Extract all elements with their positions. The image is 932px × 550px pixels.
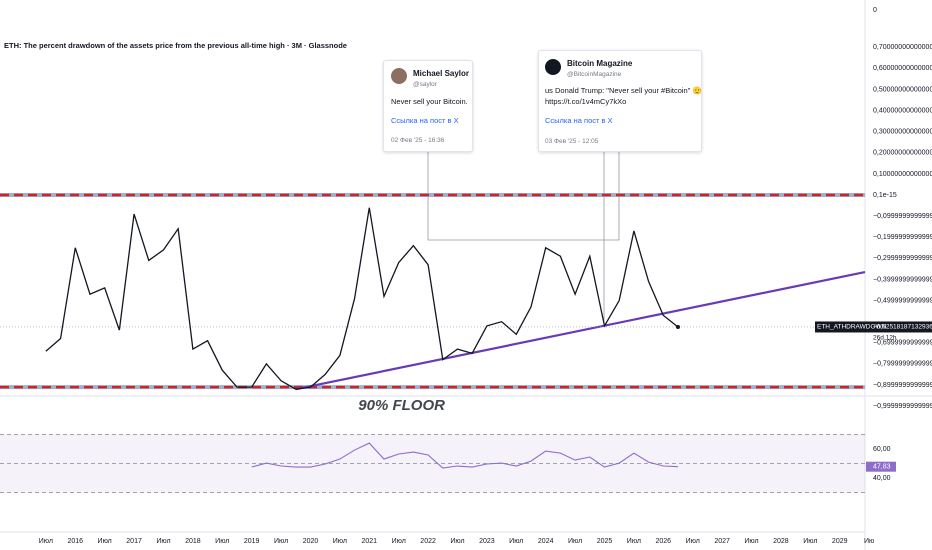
y-tick-label: −0,6999999999999998 [873,340,932,347]
y-tick-label: 0,6000000000000001 [873,65,932,72]
series-name: ETH_ATHDRAWDOWN [817,324,887,331]
x-tick-label: 2025 [597,538,613,545]
y-tick-label: 0 [873,7,877,14]
x-tick-label: 2016 [67,538,83,545]
y-tick-label: 0,4000000000000002 [873,107,932,114]
x-tick-label: Июл [450,538,464,545]
post-url[interactable]: https://t.co/1v4mCy7kXo [545,97,627,106]
x-tick-label: Июл [98,538,112,545]
last-value-label: 47,83 [873,464,891,471]
last-point [676,324,681,329]
last-value-box [866,461,896,472]
x-tick-label: Июл [686,538,700,545]
post-author: Michael Saylor [413,69,470,78]
last-value-box [815,321,932,333]
y-tick-label: 0,7000000000000001 [873,44,932,51]
y-tick-label: 40,00 [873,475,891,482]
y-tick-label: −0,8999999999999998 [873,382,932,389]
avatar [545,59,561,75]
post-card[interactable]: Bitcoin Magazine @BitcoinMagazine us Don… [538,50,702,152]
x-tick-label: Ию [864,538,874,545]
y-tick-label: 60,00 [873,446,891,453]
x-tick-label: 2029 [832,538,848,545]
post-text: Never sell your Bitcoin. [391,97,468,106]
x-tick-label: 2019 [244,538,260,545]
x-tick-label: Июл [392,538,406,545]
post-author: Bitcoin Magazine [567,59,633,68]
y-tick-label: −0,4999999999999999 [873,297,932,304]
x-tick-label: Июл [215,538,229,545]
post-link[interactable]: Ссылка на пост в X [545,116,613,125]
post-handle: @BitcoinMagazine [567,71,622,78]
annotation: 90% FLOOR [358,397,445,414]
x-tick-label: Июл [803,538,817,545]
x-tick-label: Июл [333,538,347,545]
y-tick-label: −0,3999999999999999 [873,276,932,283]
x-tick-label: 2026 [656,538,672,545]
x-tick-label: Июл [509,538,523,545]
x-tick-label: Июл [744,538,758,545]
x-tick-label: 2024 [538,538,554,545]
x-tick-label: 2021 [361,538,377,545]
x-tick-label: 2020 [303,538,319,545]
y-tick-label: 0,1000000000000002 [873,171,932,178]
avatar [391,68,407,84]
post-handle: @saylor [413,81,437,88]
series-line [45,207,679,390]
chart-title: ETH: The percent drawdown of the assets … [4,41,347,50]
y-tick-label: −0,0999999999999999 [873,213,932,220]
x-tick-label: 2023 [479,538,495,545]
x-tick-label: 2018 [185,538,201,545]
y-tick-label: −0,9999999999999998 [873,403,932,410]
y-tick-label: −0,2999999999999999 [873,255,932,262]
x-tick-label: 2028 [773,538,789,545]
x-tick-label: Июл [156,538,170,545]
x-tick-label: Июл [274,538,288,545]
post-card[interactable]: Michael Saylor @saylor Never sell your B… [383,60,473,152]
series-line [251,442,679,469]
y-tick-label: 0,1e-15 [873,192,897,199]
y-tick-label: 0,3000000000000002 [873,129,932,136]
x-tick-label: 2027 [714,538,730,545]
post-text: us Donald Trump: "Never sell your #Bitco… [545,86,702,95]
post-date: 03 Фев '25 - 12:05 [545,138,599,145]
rsi-band [0,434,865,493]
y-tick-label: −0,7999999999999998 [873,361,932,368]
x-tick-label: Июл [39,538,53,545]
countdown: 26d 12h [873,335,897,342]
x-tick-label: Июл [568,538,582,545]
post-link[interactable]: Ссылка на пост в X [391,116,459,125]
y-tick-label: 0,5000000000000002 [873,86,932,93]
trend-line [295,270,866,391]
y-tick-label: −0,1999999999999999 [873,234,932,241]
post-date: 02 Фев '25 - 16:36 [391,137,445,144]
x-tick-label: 2022 [420,538,436,545]
x-tick-label: 2017 [126,538,142,545]
y-tick-label: 0,2000000000000002 [873,150,932,157]
x-tick-label: Июл [627,538,641,545]
last-value-label: −0,6251818713293668 [873,324,932,331]
